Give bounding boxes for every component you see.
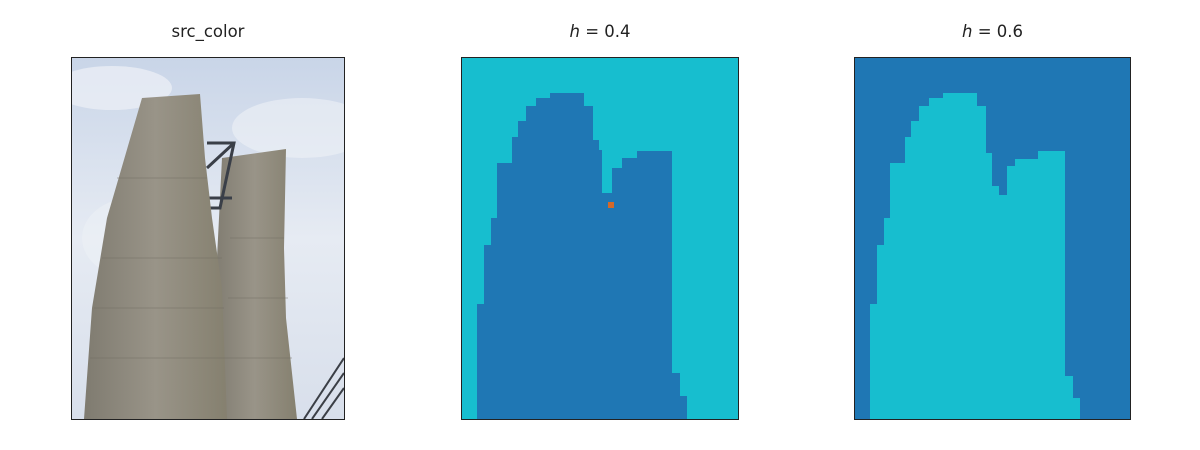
building-region: [477, 93, 687, 419]
building-main: [84, 94, 227, 419]
panel-h-06-segmentation: [854, 57, 1131, 420]
cables: [303, 357, 344, 419]
building-frame: [205, 141, 236, 210]
segmentation-map-h-04: [462, 58, 738, 419]
panel-title-h-06: h = 0.6: [961, 22, 1024, 41]
panel-title-h-04: h = 0.4: [569, 22, 631, 41]
segmentation-map-h-06: [855, 58, 1130, 419]
outlier-marker: [608, 202, 614, 208]
panel-title-src-color: src_color: [171, 22, 245, 41]
panel-src-color-image: [71, 57, 345, 420]
src-color-photo: [72, 58, 344, 419]
panel-h-04-segmentation: [461, 57, 739, 420]
building-right-wing: [212, 149, 297, 419]
building-region: [870, 93, 1080, 419]
